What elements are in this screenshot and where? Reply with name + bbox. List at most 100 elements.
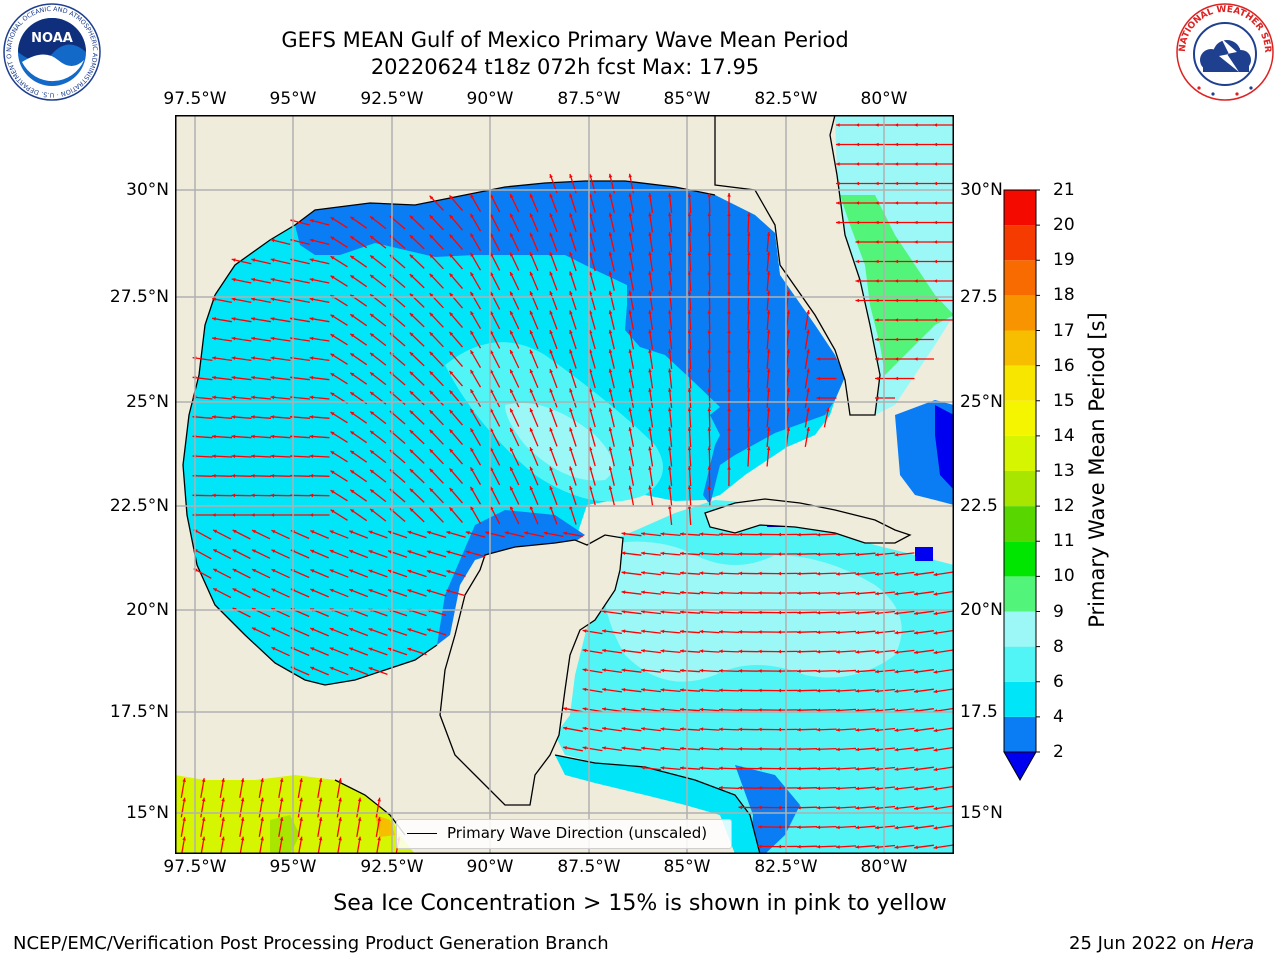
wave-arrow-head — [429, 332, 434, 337]
lat-label-right: 30°N — [960, 180, 1003, 200]
wave-arrow-head — [680, 707, 684, 712]
pacific-yellow — [175, 775, 415, 854]
wave-arrow-head — [914, 201, 918, 205]
wave-arrow-head — [589, 349, 593, 354]
wave-arrow-head — [589, 388, 593, 393]
wave-arrow-head — [377, 836, 381, 841]
wave-arrow-head — [758, 649, 762, 654]
wave-arrow-head — [797, 591, 801, 595]
wave-arrow-head — [350, 489, 355, 494]
wave-arrow-head — [504, 531, 509, 535]
wave-arrow-head — [797, 727, 801, 732]
lon-label-top: 80°W — [860, 89, 908, 109]
wave-arrow-head — [933, 611, 938, 616]
wave-arrow-head — [719, 629, 723, 634]
wave-arrow-head — [449, 390, 454, 395]
wave-arrow-head — [240, 817, 245, 821]
wave-arrow-head — [602, 726, 606, 731]
wave-arrow-head — [747, 407, 751, 412]
wave-arrow-head — [608, 271, 613, 276]
wave-arrow-head — [648, 485, 652, 490]
wave-arrow-head — [270, 258, 275, 262]
wave-arrow-head — [589, 290, 593, 295]
wave-arrow-head — [875, 747, 879, 752]
wave-arrow-head — [914, 592, 918, 596]
wave-arrow-head — [816, 708, 821, 713]
wave-arrow-head — [490, 506, 494, 511]
wave-arrow-head — [549, 388, 553, 393]
wave-arrow-head — [648, 427, 652, 431]
wave-arrow-head — [933, 298, 938, 303]
wave-arrow-head — [470, 447, 474, 452]
wave-arrow-head — [668, 212, 672, 217]
wave-arrow-head — [510, 389, 514, 393]
wave-arrow-head — [641, 610, 645, 614]
wave-arrow-head — [641, 766, 645, 770]
wave-arrow-head — [641, 629, 645, 634]
wave-arrow-head — [628, 251, 632, 256]
wave-arrow-head — [875, 845, 879, 849]
lon-label-top: 97.5°W — [163, 89, 227, 109]
wave-arrow-head — [470, 408, 474, 413]
wave-arrow-head — [510, 330, 514, 335]
wave-arrow-head — [836, 181, 840, 186]
wave-arrow-head — [806, 329, 810, 334]
wave-arrow-head — [299, 836, 303, 841]
wave-arrow-head — [687, 310, 692, 314]
wave-arrow-head — [727, 251, 731, 256]
wave-arrow-head — [668, 193, 672, 197]
wave-arrow-head — [738, 786, 743, 790]
wave-arrow-head — [409, 215, 414, 220]
wave-arrow-head — [777, 727, 782, 732]
wave-arrow-head — [855, 630, 860, 635]
wave-arrow-head — [409, 508, 414, 512]
wave-arrow-head — [719, 649, 723, 654]
wave-arrow-head — [914, 767, 918, 772]
wave-arrow-head — [719, 532, 723, 537]
colorbar-tick-label: 9 — [1053, 601, 1064, 622]
wave-arrow-head — [231, 356, 236, 360]
wave-arrow-head — [388, 647, 392, 652]
wave-arrow-head — [563, 531, 567, 536]
wave-arrow-head — [738, 630, 743, 634]
wave-arrow-head — [349, 589, 354, 593]
wave-arrow-head — [894, 689, 899, 693]
wave-arrow-head — [806, 427, 810, 431]
wave-arrow-head — [855, 201, 860, 205]
wave-arrow-head — [549, 271, 553, 276]
wave-arrow-head — [608, 193, 613, 198]
wave-arrow-head — [836, 825, 840, 830]
wave-arrow-head — [409, 430, 414, 434]
wave-arrow-head — [738, 649, 743, 654]
lon-label-top: 82.5°W — [754, 89, 818, 109]
wave-arrow-head — [270, 513, 275, 517]
wave-arrow-head — [668, 407, 672, 412]
wave-arrow-head — [875, 630, 879, 635]
wave-arrow-head — [510, 311, 514, 315]
wave-arrow-head — [628, 310, 632, 314]
wave-arrow-head — [836, 220, 840, 225]
wave-arrow-head — [777, 669, 782, 673]
wave-arrow-head — [251, 297, 255, 302]
wave-arrow-head — [309, 336, 314, 341]
wave-arrow-head — [687, 368, 692, 373]
wave-arrow-head — [569, 193, 573, 198]
wave-arrow-head — [426, 628, 431, 632]
wave-arrow-head — [875, 337, 879, 342]
wave-arrow-head — [213, 549, 218, 553]
wave-arrow-head — [350, 216, 355, 221]
wave-arrow-head — [212, 317, 216, 321]
wave-arrow-head — [894, 728, 899, 732]
wave-arrow-head — [510, 486, 514, 491]
wave-arrow-head — [212, 297, 216, 302]
wave-arrow-head — [201, 797, 206, 802]
wave-arrow-head — [309, 493, 314, 498]
wave-arrow-head — [816, 825, 821, 830]
wave-arrow-head — [777, 747, 782, 751]
wave-arrow-head — [628, 446, 632, 451]
wave-arrow-head — [648, 271, 652, 275]
wave-arrow-head — [727, 232, 731, 236]
wave-arrow-head — [318, 778, 323, 782]
wave-arrow-head — [727, 193, 731, 197]
colorbar-segment — [1004, 646, 1036, 682]
